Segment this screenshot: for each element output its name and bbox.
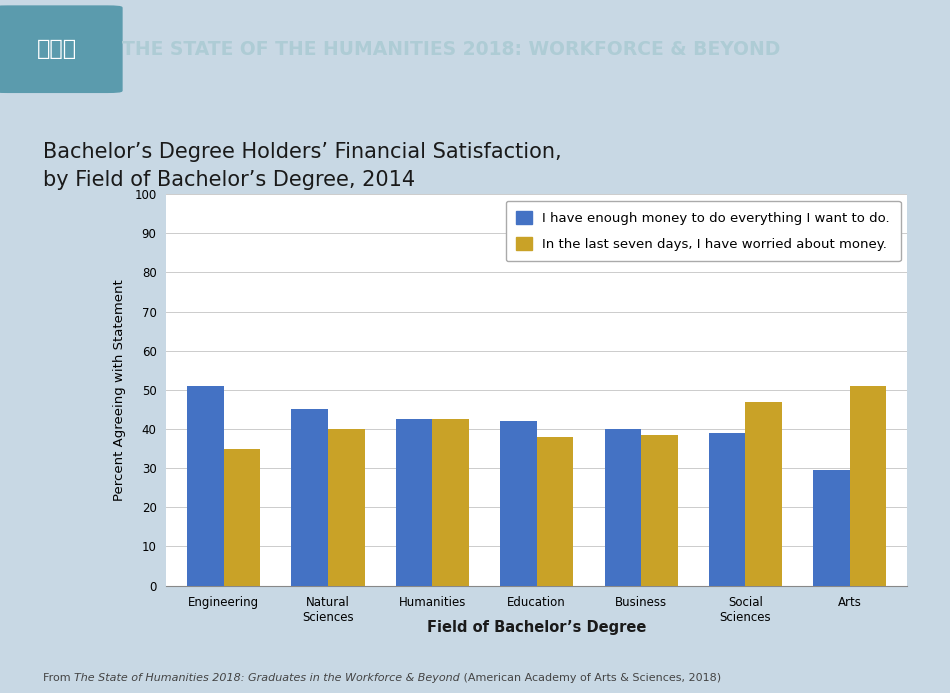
Text: ⛹⛹⛹: ⛹⛹⛹ bbox=[37, 40, 77, 59]
Bar bbox=[850, 386, 886, 586]
Bar bbox=[328, 429, 365, 586]
Bar bbox=[432, 419, 469, 586]
FancyBboxPatch shape bbox=[0, 6, 122, 92]
Bar bbox=[746, 401, 782, 586]
Text: by Field of Bachelor’s Degree, 2014: by Field of Bachelor’s Degree, 2014 bbox=[43, 170, 415, 190]
Y-axis label: Percent Agreeing with Statement: Percent Agreeing with Statement bbox=[113, 279, 126, 500]
Bar bbox=[501, 421, 537, 586]
Text: Bachelor’s Degree Holders’ Financial Satisfaction,: Bachelor’s Degree Holders’ Financial Sat… bbox=[43, 142, 561, 162]
Text: The State of Humanities 2018: Graduates in the Workforce & Beyond: The State of Humanities 2018: Graduates … bbox=[74, 673, 460, 683]
Text: Field of Bachelor’s Degree: Field of Bachelor’s Degree bbox=[428, 620, 646, 635]
Text: THE STATE OF THE HUMANITIES 2018: WORKFORCE & BEYOND: THE STATE OF THE HUMANITIES 2018: WORKFO… bbox=[122, 40, 780, 59]
Bar bbox=[604, 429, 641, 586]
Text: (American Academy of Arts & Sciences, 2018): (American Academy of Arts & Sciences, 20… bbox=[460, 673, 721, 683]
Bar bbox=[813, 470, 850, 586]
Bar bbox=[292, 410, 328, 586]
Bar bbox=[537, 437, 573, 586]
Bar bbox=[709, 433, 746, 586]
Bar bbox=[187, 386, 223, 586]
Bar bbox=[223, 448, 260, 586]
Bar bbox=[396, 419, 432, 586]
Text: From: From bbox=[43, 673, 74, 683]
Bar bbox=[641, 435, 677, 586]
Legend: I have enough money to do everything I want to do., In the last seven days, I ha: I have enough money to do everything I w… bbox=[505, 201, 901, 261]
